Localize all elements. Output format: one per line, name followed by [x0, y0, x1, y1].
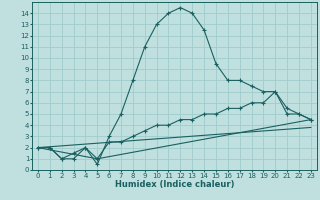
X-axis label: Humidex (Indice chaleur): Humidex (Indice chaleur)	[115, 180, 234, 189]
